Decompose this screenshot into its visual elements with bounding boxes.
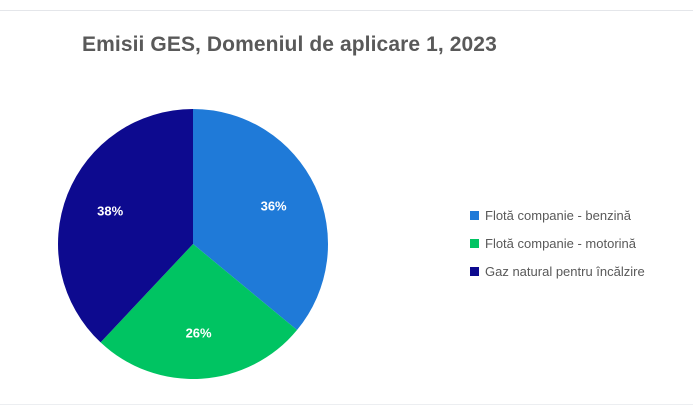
chart-title: Emisii GES, Domeniul de aplicare 1, 2023 [82,33,497,56]
pie-slice-3 [58,109,193,343]
chart-legend: Flotă companie - benzină Flotă companie -… [470,201,645,285]
top-divider [0,10,693,11]
legend-swatch [470,210,479,220]
data-label-2: 26% [186,325,212,340]
data-label-3: 38% [97,204,123,219]
data-label-1: 36% [261,199,287,214]
legend-swatch [470,266,479,276]
pie-slice-2 [100,244,298,379]
legend-item-3: Gaz natural pentru încălzire [470,257,645,285]
legend-swatch [470,238,479,248]
pie-slice-1 [193,109,328,331]
pie-slices [58,109,328,379]
legend-item-1: Flotă companie - benzină [470,201,645,229]
pie-data-labels: 36% 26% 38% [97,199,287,341]
legend-item-2: Flotă companie - motorină [470,229,645,257]
legend-label: Gaz natural pentru încălzire [485,263,645,279]
legend-label: Flotă companie - motorină [485,235,637,251]
bottom-divider [0,404,693,405]
legend-label: Flotă companie - benzină [485,207,631,223]
